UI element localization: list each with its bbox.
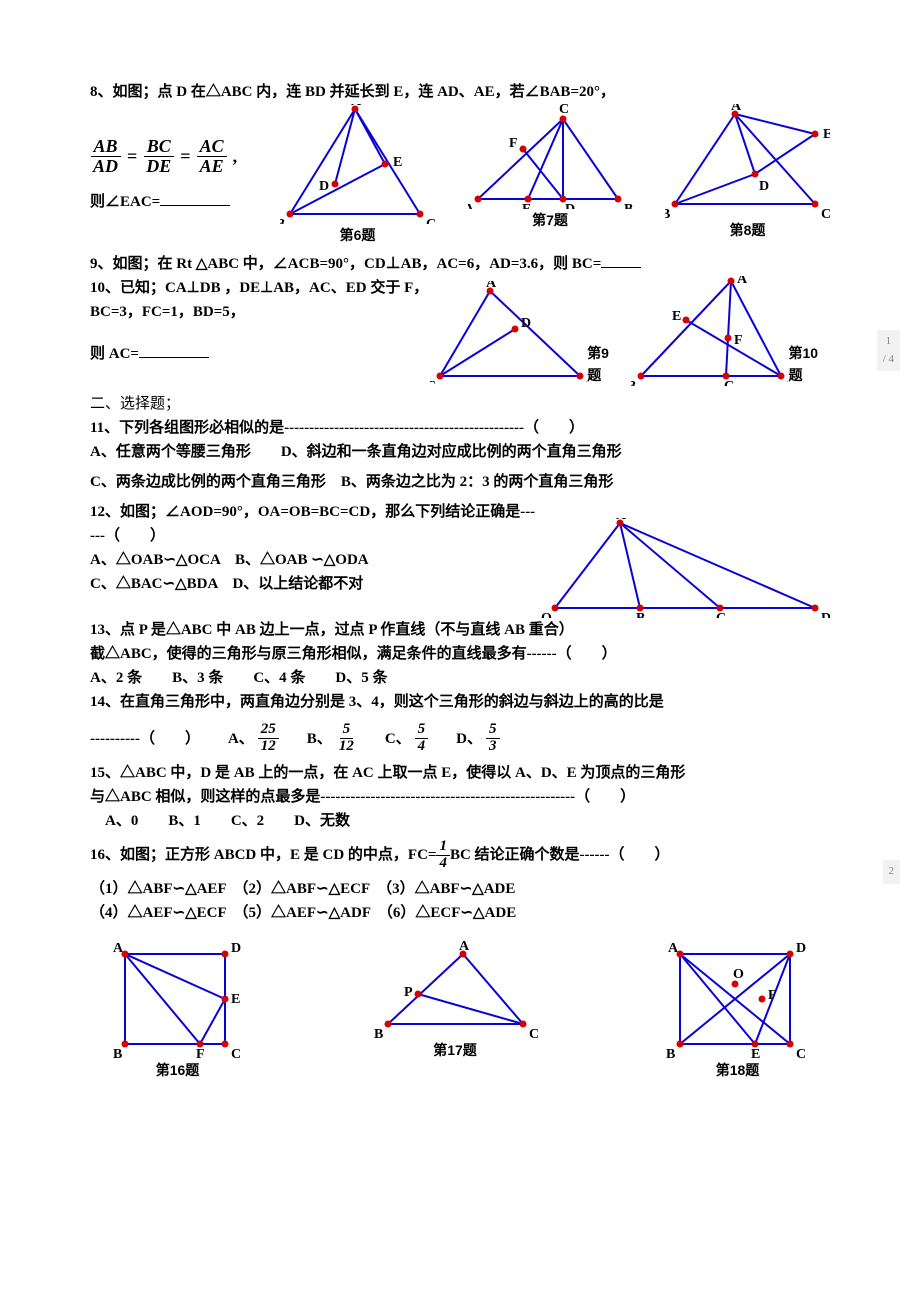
page-indicator-2: 2 (883, 860, 901, 884)
svg-text:A: A (731, 104, 742, 114)
q14-opts: ----------（ ） A、2512 B、512 C、54 D、53 (90, 722, 830, 755)
page-indicator-1: 1 / 4 (877, 330, 900, 371)
svg-text:E: E (751, 1047, 760, 1059)
svg-text:C: C (821, 207, 830, 219)
svg-text:O: O (733, 967, 744, 982)
svg-text:C: C (724, 379, 734, 386)
q13-line2: 截△ABC，使得的三角形与原三角形相似，满足条件的直线最多有------（ ） (90, 642, 830, 666)
q13-opts: A、2 条 B、3 条 C、4 条 D、5 条 (90, 666, 830, 690)
svg-text:B: B (636, 611, 645, 618)
page-total: / 4 (883, 351, 894, 369)
figure-17: ABCP 第17题 (373, 939, 538, 1081)
q8-line3: 则∠EAC= (90, 194, 160, 210)
q16-row1: （1）△ABF∽△AEF （2）△ABF∽△ECF （3）△ABF∽△ADE (90, 877, 830, 901)
q15-line1: 15、△ABC 中，D 是 AB 上的一点，在 AC 上取一点 E，使得以 A、… (90, 761, 830, 785)
q8-equation: ABAD = BCDE = ACAE , (90, 137, 280, 176)
figure-8: ABCDE 第8题 (665, 104, 830, 246)
svg-text:F: F (768, 988, 777, 1003)
q11-optA: A、任意两个等腰三角形 D、斜边和一条直角边对应成比例的两个直角三角形 (90, 440, 830, 464)
q15-line2: 与△ABC 相似，则这样的点最多是-----------------------… (90, 785, 830, 809)
svg-text:C: C (529, 1027, 538, 1039)
svg-text:A: A (737, 276, 748, 287)
svg-text:O: O (541, 611, 552, 618)
q15-opts: A、0 B、1 C、2 D、无数 (90, 809, 830, 833)
svg-text:C: C (426, 217, 435, 224)
svg-text:B: B (666, 1047, 675, 1059)
q14-line1: 14、在直角三角形中，两直角边分别是 3、4，则这个三角形的斜边与斜边上的高的比… (90, 690, 830, 714)
svg-text:A: A (459, 939, 470, 954)
svg-text:C: C (559, 104, 569, 117)
q12-optC: C、△BAC∽△BDA D、以上结论都不对 (90, 572, 540, 596)
svg-text:P: P (404, 985, 413, 1000)
svg-text:F: F (734, 333, 743, 348)
q12-stem: 12、如图；∠AOD=90°，OA=OB=BC=CD，那么下列结论正确是----… (90, 500, 540, 548)
q11-optC: C、两条边成比例的两个直角三角形 B、两条边之比为 2：3 的两个直角三角形 (90, 470, 830, 494)
q11-stem: 11、下列各组图形必相似的是--------------------------… (90, 416, 830, 440)
svg-text:E: E (522, 202, 531, 209)
svg-text:A: A (468, 202, 475, 209)
svg-text:D: D (796, 941, 806, 956)
svg-text:B: B (374, 1027, 383, 1039)
svg-text:F: F (196, 1047, 205, 1059)
q10-line2: 则 AC= (90, 346, 139, 362)
svg-text:D: D (821, 611, 830, 618)
svg-text:C: C (231, 1047, 241, 1059)
svg-text:D: D (319, 179, 329, 194)
svg-text:D: D (521, 316, 531, 331)
svg-text:E: E (672, 309, 681, 324)
svg-text:E: E (393, 155, 402, 170)
svg-text:C: C (716, 611, 726, 618)
q16-row2: （4）△AEF∽△ECF （5）△AEF∽△ADF （6）△ECF∽△ADE (90, 901, 830, 925)
q13-line1: 13、点 P 是△ABC 中 AB 边上一点，过点 P 作直线（不与直线 AB … (90, 618, 830, 642)
figure-7: ABCDEF 第7题 (468, 104, 633, 246)
q10-line1: 10、已知；CA⊥DB ，DE⊥AB，AC、ED 交于 F，BC=3，FC=1，… (90, 276, 430, 324)
svg-text:A: A (668, 941, 679, 956)
svg-text:B: B (280, 217, 285, 224)
figure-9: ABCD 第9题 (430, 281, 621, 386)
svg-text:B: B (113, 1047, 122, 1059)
figure-18: ADBCEFO 第18题 (665, 939, 810, 1081)
figure-6: ABCDE 第6题 (280, 104, 435, 246)
figure-10: ABCDEF 第10题 (631, 276, 830, 386)
svg-text:E: E (231, 992, 240, 1007)
page-num: 2 (889, 863, 895, 881)
svg-text:C: C (430, 379, 436, 386)
svg-text:B: B (624, 202, 633, 209)
svg-text:A: A (351, 104, 362, 109)
svg-text:D: D (565, 202, 575, 209)
svg-text:E: E (823, 127, 830, 142)
svg-text:A: A (486, 281, 497, 291)
svg-text:D: D (231, 941, 241, 956)
section-2-title: 二、选择题； (90, 392, 830, 416)
q9-text: 9、如图；在 Rt △ABC 中，∠ACB=90°，CD⊥AB，AC=6，AD=… (90, 256, 601, 272)
page-num: 1 (883, 333, 894, 351)
svg-text:A: A (113, 941, 124, 956)
svg-text:F: F (509, 136, 518, 151)
figure-12: O A B C D (540, 518, 830, 618)
svg-text:A: A (616, 518, 627, 523)
q12-optA: A、△OAB∽△OCA B、△OAB ∽△ODA (90, 548, 540, 572)
figure-16: ADBCEF 第16题 (110, 939, 245, 1081)
svg-text:D: D (759, 179, 769, 194)
q8-line1: 8、如图；点 D 在△ABC 内，连 BD 并延长到 E，连 AD、AE，若∠B… (90, 80, 830, 104)
q16-stem: 16、如图；正方形 ABCD 中，E 是 CD 的中点，FC= 14 BC 结论… (90, 839, 830, 872)
svg-text:B: B (631, 379, 636, 386)
svg-text:C: C (796, 1047, 806, 1059)
svg-text:B: B (665, 207, 670, 219)
